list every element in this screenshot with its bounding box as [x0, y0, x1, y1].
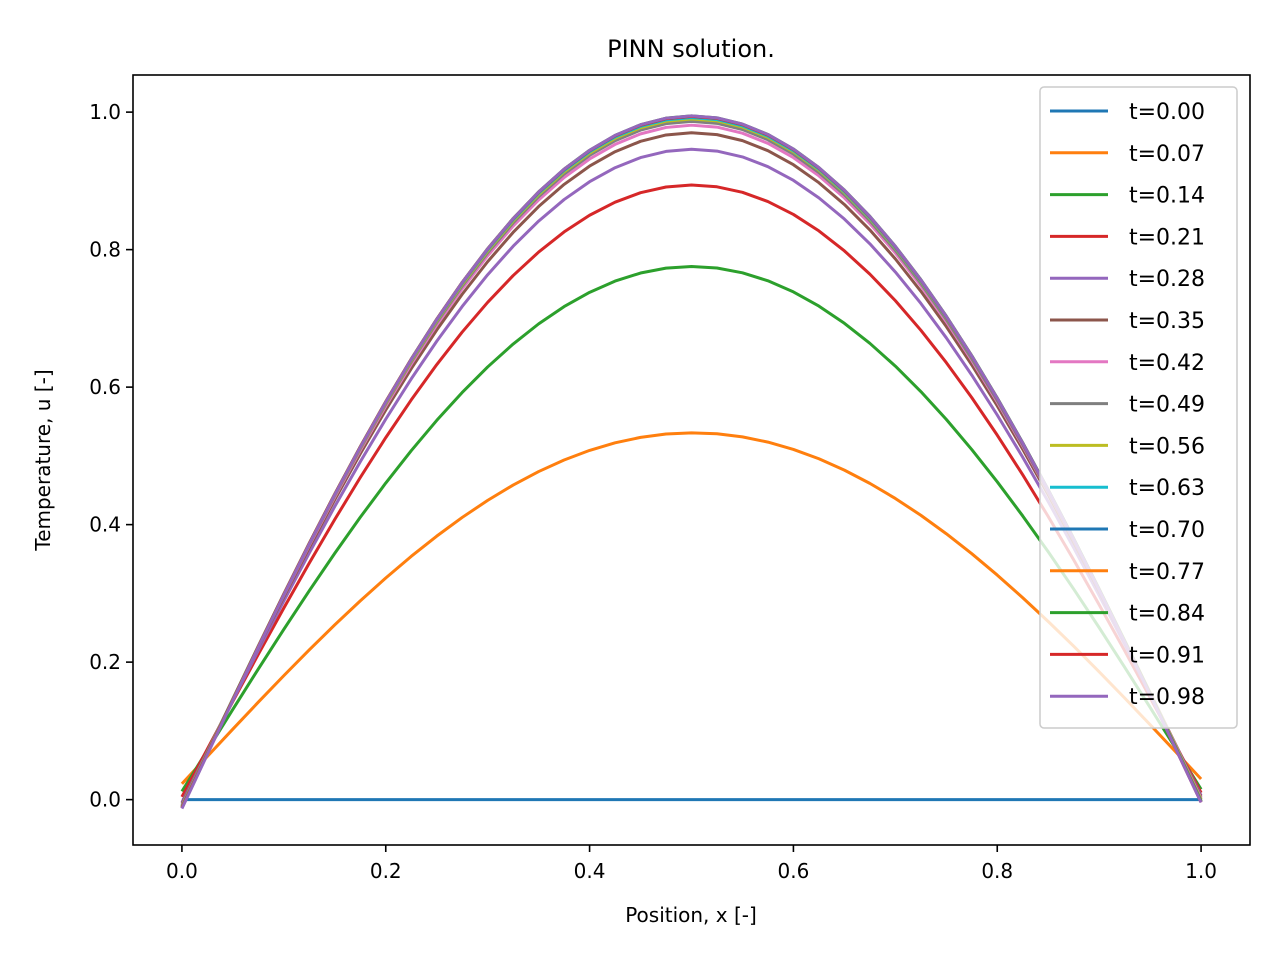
y-tick-label-3: 0.6	[89, 375, 121, 399]
legend-box	[1039, 86, 1238, 729]
y-tick-label-5: 1.0	[89, 100, 121, 124]
y-tick-label-4: 0.8	[89, 238, 121, 262]
legend: t=0.00 t=0.07 t=0.14 t=0.21 t=0.28 t=0.35 t=0.…	[1039, 86, 1238, 729]
legend-label-11: t=0.77	[1129, 560, 1205, 585]
legend-label-0: t=0.00	[1129, 100, 1205, 125]
legend-label-1: t=0.07	[1129, 142, 1205, 167]
x-tick-label-0: 0.0	[166, 859, 198, 883]
x-tick-label-1: 0.2	[370, 859, 402, 883]
y-tick-label-1: 0.2	[89, 650, 121, 674]
x-tick-label-5: 1.0	[1185, 859, 1217, 883]
legend-label-8: t=0.56	[1129, 434, 1205, 459]
plot-area	[180, 114, 1203, 810]
series-line-14	[180, 114, 1203, 810]
legend-label-6: t=0.42	[1129, 351, 1205, 376]
series-lines	[180, 114, 1203, 810]
x-axis-label: Position, x [-]	[625, 903, 757, 927]
legend-label-4: t=0.28	[1129, 267, 1205, 292]
series-line-4	[180, 147, 1203, 804]
legend-label-10: t=0.70	[1129, 518, 1205, 543]
legend-label-14: t=0.98	[1129, 685, 1205, 710]
y-tick-label-2: 0.4	[89, 513, 121, 537]
legend-label-12: t=0.84	[1129, 602, 1205, 627]
legend-label-5: t=0.35	[1129, 309, 1205, 334]
x-tick-label-2: 0.4	[574, 859, 606, 883]
series-line-1	[180, 431, 1203, 785]
axes: 0.0 0.2 0.4 0.6 0.8 1.0 0.0 0.2 0.4 0.6 0.8 1.0	[89, 74, 1251, 883]
x-tick-label-4: 0.8	[981, 859, 1013, 883]
axes-frame	[132, 74, 1251, 846]
legend-label-13: t=0.91	[1129, 643, 1205, 668]
legend-label-7: t=0.49	[1129, 393, 1205, 418]
chart-title: PINN solution.	[607, 35, 775, 63]
series-line-2	[180, 264, 1203, 793]
x-tick-label-3: 0.6	[778, 859, 810, 883]
series-line-3	[180, 183, 1203, 798]
legend-label-3: t=0.21	[1129, 225, 1205, 250]
legend-label-2: t=0.14	[1129, 184, 1205, 209]
y-tick-label-0: 0.0	[89, 788, 121, 812]
legend-label-9: t=0.63	[1129, 476, 1205, 501]
y-axis-label: Temperature, u [-]	[31, 369, 55, 551]
